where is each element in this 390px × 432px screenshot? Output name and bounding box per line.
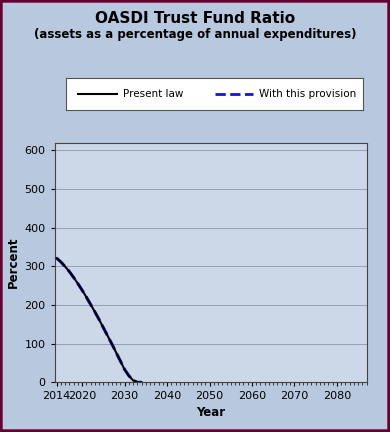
X-axis label: Year: Year <box>196 406 225 419</box>
Text: Present law: Present law <box>122 89 183 99</box>
Text: With this provision: With this provision <box>259 89 356 99</box>
Text: (assets as a percentage of annual expenditures): (assets as a percentage of annual expend… <box>34 28 356 41</box>
Y-axis label: Percent: Percent <box>7 237 20 288</box>
Text: OASDI Trust Fund Ratio: OASDI Trust Fund Ratio <box>95 11 295 26</box>
